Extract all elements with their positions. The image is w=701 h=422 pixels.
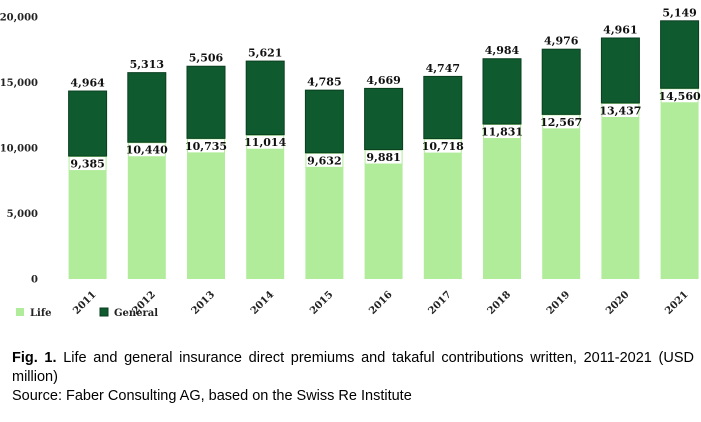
data-label-general-2018: 4,984 <box>485 44 520 57</box>
data-label-life-2015: 9,632 <box>307 154 341 167</box>
bar-life-2011 <box>68 156 107 279</box>
data-label-bg <box>69 157 106 171</box>
y-tick-label: 10,000 <box>0 144 38 155</box>
bar-general-2013 <box>186 65 226 139</box>
bar-general-2016 <box>364 87 404 151</box>
data-label-life-2012: 10,440 <box>126 144 168 157</box>
data-label-life-2020: 13,437 <box>599 104 641 117</box>
data-label-bg <box>661 5 698 19</box>
x-tick-label: 2013 <box>190 289 217 316</box>
data-label-bg <box>424 61 461 75</box>
y-tick-label: 0 <box>31 275 38 286</box>
data-label-general-2015: 4,785 <box>307 76 341 89</box>
bar-general-2018 <box>482 58 522 125</box>
data-label-general-2013: 5,506 <box>189 52 224 65</box>
data-label-general-2021: 5,149 <box>662 6 696 19</box>
y-tick-label: 20,000 <box>0 13 38 24</box>
data-label-life-2016: 9,881 <box>366 151 400 164</box>
data-label-bg <box>543 115 580 129</box>
bar-general-2021 <box>660 20 700 89</box>
data-label-bg <box>247 46 284 60</box>
data-label-bg <box>306 75 343 89</box>
legend-swatch-life <box>16 308 24 316</box>
bar-general-2020 <box>600 37 640 104</box>
data-label-bg <box>188 51 224 65</box>
data-label-general-2016: 4,669 <box>366 74 400 87</box>
data-label-bg <box>365 150 402 164</box>
data-label-bg <box>424 139 461 153</box>
bar-general-2019 <box>541 48 581 115</box>
y-tick-label: 15,000 <box>0 78 38 89</box>
data-label-life-2021: 14,560 <box>659 90 701 103</box>
bar-life-2018 <box>483 124 521 279</box>
legend-swatch-general <box>99 307 109 317</box>
data-label-general-2019: 4,976 <box>544 35 579 48</box>
bar-general-2011 <box>68 90 108 157</box>
data-label-bg <box>365 73 402 87</box>
data-label-general-2012: 5,313 <box>130 58 164 71</box>
bar-life-2016 <box>364 149 403 279</box>
data-label-general-2017: 4,747 <box>426 62 460 75</box>
bar-life-2015 <box>305 152 344 279</box>
bar-general-2014 <box>245 60 285 136</box>
y-axis-ticks: 0 5,000 10,000 15,000 20,000 <box>0 13 38 286</box>
bar-general-2017 <box>423 75 463 140</box>
x-tick-label: 2015 <box>308 289 335 316</box>
data-label-bg <box>602 103 639 117</box>
x-tick-label: 2019 <box>545 289 572 316</box>
bar-life-2021 <box>660 88 699 279</box>
bar-general-2015 <box>304 89 344 154</box>
caption-source: Source: Faber Consulting AG, based on th… <box>12 388 412 404</box>
data-label-bg <box>247 135 284 149</box>
bar-life-2020 <box>601 102 640 279</box>
x-tick-label: 2014 <box>249 289 276 316</box>
y-tick-label: 5,000 <box>7 209 38 220</box>
data-label-life-2017: 10,718 <box>422 140 464 153</box>
data-label-general-2020: 4,961 <box>603 23 637 36</box>
figure-caption: Fig. 1. Life and general insurance direc… <box>12 349 694 406</box>
data-label-bg <box>484 43 520 57</box>
data-label-bg <box>484 125 520 139</box>
x-tick-label: 2017 <box>426 289 453 316</box>
x-tick-label: 2011 <box>71 289 98 316</box>
x-tick-label: 2016 <box>367 289 394 316</box>
data-label-general-2011: 4,964 <box>70 77 105 90</box>
data-label-bg <box>661 89 698 103</box>
bar-life-2014 <box>246 134 285 279</box>
bar-life-2017 <box>423 138 462 279</box>
data-label-life-2019: 12,567 <box>540 116 582 129</box>
bar-series: 9,385 4,964 10,440 5,313 10,735 5,506 11,014 5,… <box>68 5 701 279</box>
data-label-life-2011: 9,385 <box>70 158 104 171</box>
data-label-general-2014: 5,621 <box>248 47 282 60</box>
x-tick-label: 2018 <box>486 289 513 316</box>
stacked-bar-chart: 0 5,000 10,000 15,000 20,000 9,385 4,964 10,44… <box>0 5 701 319</box>
x-tick-label: 2021 <box>663 289 690 316</box>
data-label-bg <box>306 153 343 167</box>
x-tick-label: 2020 <box>604 289 631 316</box>
legend: Life General <box>16 307 158 319</box>
data-label-bg <box>69 76 106 90</box>
data-label-bg <box>543 34 580 48</box>
figure-number: Fig. 1. <box>12 350 57 366</box>
data-label-bg <box>128 57 165 71</box>
data-label-bg <box>188 139 224 153</box>
x-axis-ticks: 2011 2012 2013 2014 2015 2016 2017 2018 2019 2020… <box>71 289 690 316</box>
data-label-life-2018: 11,831 <box>481 126 523 139</box>
bar-general-2012 <box>127 72 167 143</box>
bar-life-2012 <box>127 142 166 279</box>
legend-label-general: General <box>114 308 158 319</box>
legend-label-life: Life <box>30 308 52 319</box>
data-label-life-2013: 10,735 <box>185 140 227 153</box>
bar-life-2013 <box>187 138 225 279</box>
bar-life-2019 <box>542 114 581 279</box>
caption-title: Fig. 1. Life and general insurance direc… <box>12 349 694 387</box>
data-label-life-2014: 11,014 <box>244 136 286 149</box>
data-label-bg <box>128 143 165 157</box>
data-label-bg <box>602 22 639 36</box>
caption-text: Life and general insurance direct premiu… <box>12 350 694 385</box>
